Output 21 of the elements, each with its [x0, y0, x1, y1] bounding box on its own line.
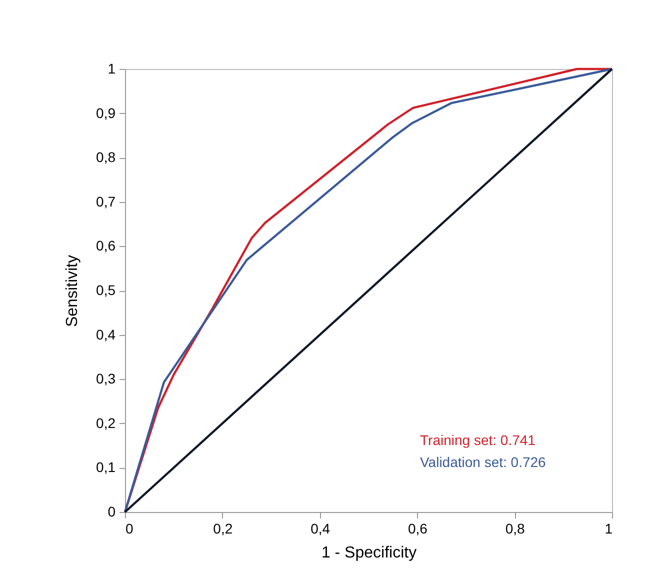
x-tick-label: 0,6 — [408, 520, 428, 536]
x-tick-label: 0,8 — [505, 520, 526, 536]
annotation: Training set: 0.741 — [420, 432, 536, 448]
x-tick-label: 0,2 — [213, 520, 233, 536]
y-tick-label: 0,4 — [96, 326, 116, 342]
y-tick-label: 0 — [108, 504, 116, 520]
y-tick-label: 0,3 — [96, 370, 116, 387]
y-tick-label: 0,5 — [96, 282, 116, 298]
annotation: Validation set: 0.726 — [420, 454, 546, 470]
y-tick-label: 0,7 — [96, 193, 116, 210]
y-tick-label: 0,2 — [96, 414, 116, 431]
y-tick-label: 0,9 — [96, 104, 116, 121]
x-tick-label: 1 — [604, 520, 613, 536]
y-tick-label: 0,6 — [96, 238, 116, 254]
x-tick-label: 0,4 — [310, 520, 330, 536]
y-tick-label: 0,8 — [96, 149, 116, 166]
y-tick-label: 0,1 — [96, 459, 116, 476]
y-axis-title: Sensitivity — [64, 254, 82, 328]
x-axis-title: 1 - Specificity — [321, 544, 417, 562]
x-tick-label: 0 — [126, 520, 134, 536]
y-tick-label: 1 — [108, 60, 116, 76]
